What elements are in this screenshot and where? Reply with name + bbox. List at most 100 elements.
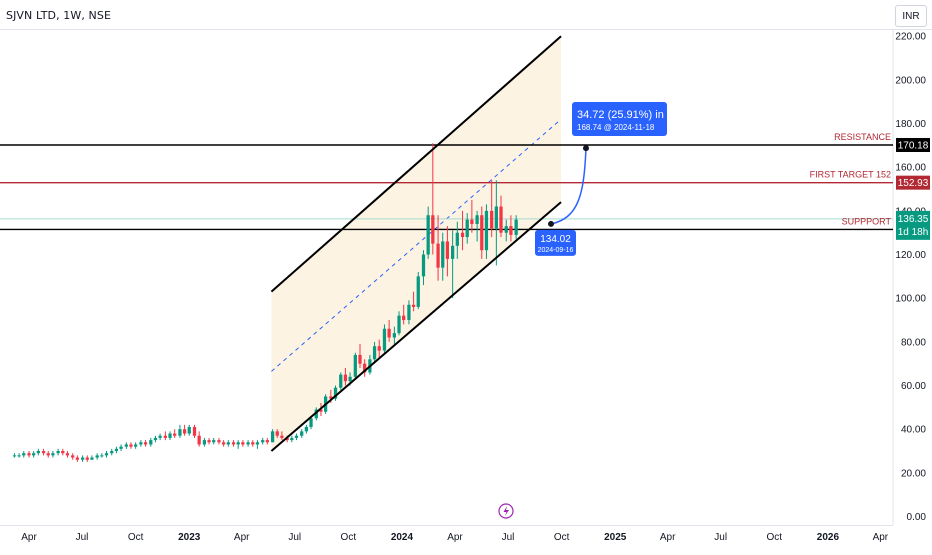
candle-body xyxy=(207,440,211,443)
candle-body xyxy=(484,210,489,251)
candle-body xyxy=(149,440,153,445)
price-tag xyxy=(896,175,930,190)
candle-body xyxy=(275,431,279,436)
projection-target: 168.74 @ 2024-11-18 xyxy=(577,123,655,132)
x-tick-label: Jul xyxy=(288,532,301,543)
candle-body xyxy=(333,387,338,399)
candle-body xyxy=(100,455,104,457)
candle-body xyxy=(426,215,430,255)
candle-body xyxy=(17,455,21,457)
candle-body xyxy=(329,396,333,399)
x-tick-label: 2025 xyxy=(604,532,627,543)
candle-body xyxy=(436,243,440,268)
candle-body xyxy=(143,442,148,445)
x-tick-label: Oct xyxy=(341,532,357,543)
candle-body xyxy=(382,328,387,351)
y-tick-label: 60.00 xyxy=(901,381,926,392)
candle-body xyxy=(421,254,426,277)
y-tick-label: 120.00 xyxy=(895,250,926,261)
candle-body xyxy=(32,453,36,456)
candle-body xyxy=(71,455,75,458)
x-tick-label: Oct xyxy=(128,532,144,543)
candle-body xyxy=(445,241,450,259)
candle-body xyxy=(187,426,191,434)
candle-body xyxy=(41,451,46,454)
candle-body xyxy=(236,442,240,445)
candle-body xyxy=(470,219,474,224)
price-tag xyxy=(896,137,930,152)
candle-body xyxy=(65,453,70,456)
candle-body xyxy=(12,455,17,457)
candle-body xyxy=(163,435,167,438)
candle-body xyxy=(402,315,406,321)
candle-body xyxy=(514,219,518,235)
candle-body xyxy=(387,328,391,338)
x-tick-label: 2024 xyxy=(391,532,414,543)
candle-body xyxy=(80,457,85,460)
candle-body xyxy=(197,435,201,445)
candle-body xyxy=(139,442,143,445)
x-tick-label: Jul xyxy=(714,532,727,543)
y-tick-label: 100.00 xyxy=(895,294,926,305)
candle-body xyxy=(319,409,323,412)
x-tick-label: Oct xyxy=(554,532,570,543)
candle-body xyxy=(465,219,469,238)
candle-body xyxy=(134,444,138,447)
currency-selector[interactable]: INR xyxy=(895,5,927,27)
y-tick-label: 80.00 xyxy=(901,337,926,348)
y-tick-label: 200.00 xyxy=(895,75,926,86)
candle-body xyxy=(226,442,230,445)
candle-body xyxy=(265,440,269,443)
x-tick-label: Apr xyxy=(234,532,250,543)
candle-body xyxy=(509,226,513,235)
candle-body xyxy=(255,442,260,445)
candle-body xyxy=(90,457,94,460)
candle-body xyxy=(504,226,508,233)
candle-body xyxy=(460,232,465,238)
candle-body xyxy=(129,444,133,447)
candle-body xyxy=(246,442,250,445)
symbol-title: SJVN LTD, 1W, NSE xyxy=(6,9,112,22)
candle-body xyxy=(153,437,158,441)
candle-body xyxy=(339,374,343,388)
current-price-label: 136.35 xyxy=(898,214,929,225)
y-tick-label: 160.00 xyxy=(895,163,926,174)
projection-target-label xyxy=(572,102,667,136)
y-tick-label: 220.00 xyxy=(895,32,926,43)
candle-body xyxy=(46,453,50,456)
candle-body xyxy=(270,431,275,443)
candle-body xyxy=(104,453,109,456)
projection-start-date: 2024-09-16 xyxy=(538,247,574,254)
candle-body xyxy=(300,431,304,436)
current-price-tag xyxy=(896,210,930,240)
candle-body xyxy=(411,304,416,307)
price-tag-label: 152.93 xyxy=(898,178,929,189)
candle-body xyxy=(309,418,313,427)
lightning-icon xyxy=(503,506,509,516)
candle-body xyxy=(377,346,381,351)
projection-start-dot xyxy=(548,220,554,227)
candle-body xyxy=(416,276,420,307)
candle-body xyxy=(407,304,411,321)
x-tick-label: Apr xyxy=(660,532,676,543)
candle-body xyxy=(294,435,299,438)
candle-body xyxy=(314,409,318,419)
candle-body xyxy=(441,241,445,268)
candle-body xyxy=(251,442,255,445)
x-tick-label: 2023 xyxy=(178,532,201,543)
candle-body xyxy=(451,245,455,259)
level-label: SUPPPORT xyxy=(842,216,892,226)
level-label: RESISTANCE xyxy=(834,132,891,142)
candle-body xyxy=(490,210,494,229)
candle-body xyxy=(168,433,172,438)
candle-body xyxy=(363,363,367,373)
price-tag-label: 170.18 xyxy=(898,140,929,151)
projection-end-dot xyxy=(583,145,589,152)
x-tick-label: Apr xyxy=(447,532,463,543)
candle-body xyxy=(241,442,245,445)
candle-body xyxy=(119,446,123,449)
x-tick-label: Jul xyxy=(76,532,89,543)
candle-body xyxy=(353,354,357,377)
